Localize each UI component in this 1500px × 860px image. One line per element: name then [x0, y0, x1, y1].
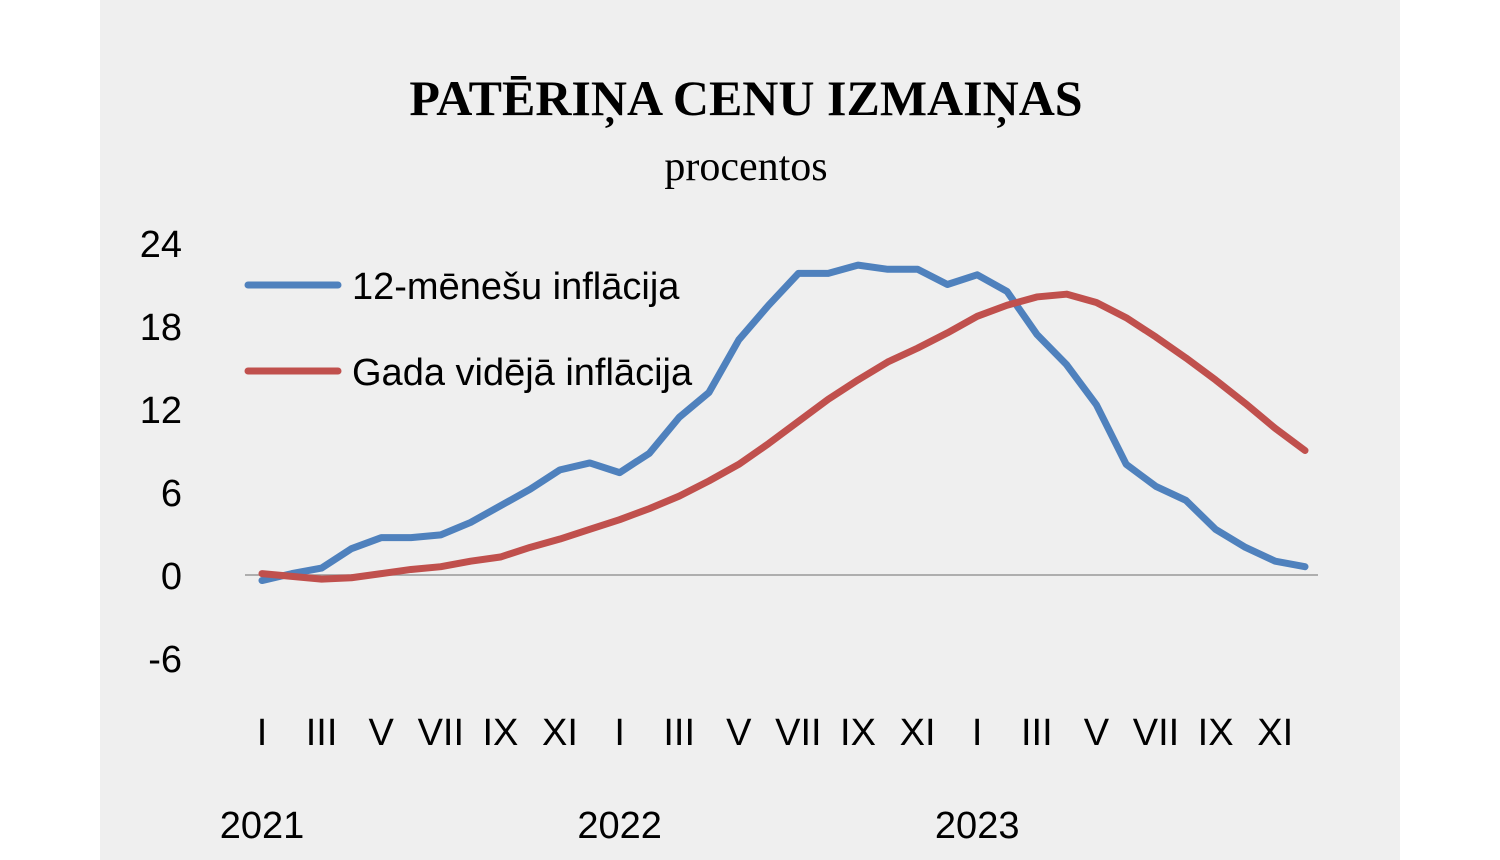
x-tick-label: VII	[418, 712, 464, 754]
year-label: 2021	[220, 805, 305, 847]
x-tick-label: III	[1021, 712, 1053, 754]
year-label: 2022	[577, 805, 662, 847]
x-tick-label: XI	[1257, 712, 1293, 754]
x-tick-label: I	[972, 712, 983, 754]
series-line	[258, 261, 1309, 585]
x-tick-label: I	[614, 712, 625, 754]
x-tick-label: VII	[1133, 712, 1179, 754]
legend-label: Gada vidējā inflācija	[352, 352, 693, 394]
y-tick-label: 24	[140, 224, 182, 266]
x-tick-label: VII	[775, 712, 821, 754]
y-tick-label: -6	[148, 639, 182, 681]
x-tick-label: V	[1084, 712, 1110, 754]
x-tick-label: V	[726, 712, 752, 754]
x-tick-label: XI	[542, 712, 578, 754]
x-tick-label: III	[306, 712, 338, 754]
panel	[100, 0, 1400, 860]
x-tick-label: IX	[482, 712, 518, 754]
x-tick-label: V	[369, 712, 395, 754]
x-tick-label: III	[663, 712, 695, 754]
chart-title: PATĒRIŅA CENU IZMAIŅAS	[409, 70, 1082, 129]
chart-subtitle: procentos	[664, 144, 827, 190]
y-tick-label: 12	[140, 390, 182, 432]
y-tick-label: 6	[161, 473, 182, 515]
y-tick-label: 0	[161, 556, 182, 598]
x-tick-label: IX	[1198, 712, 1234, 754]
x-tick-label: I	[257, 712, 268, 754]
series-line	[258, 290, 1309, 583]
x-tick-label: IX	[840, 712, 876, 754]
y-tick-label: 18	[140, 307, 182, 349]
x-tick-label: XI	[900, 712, 936, 754]
year-label: 2023	[935, 805, 1020, 847]
legend-label: 12-mēnešu inflācija	[352, 266, 680, 308]
